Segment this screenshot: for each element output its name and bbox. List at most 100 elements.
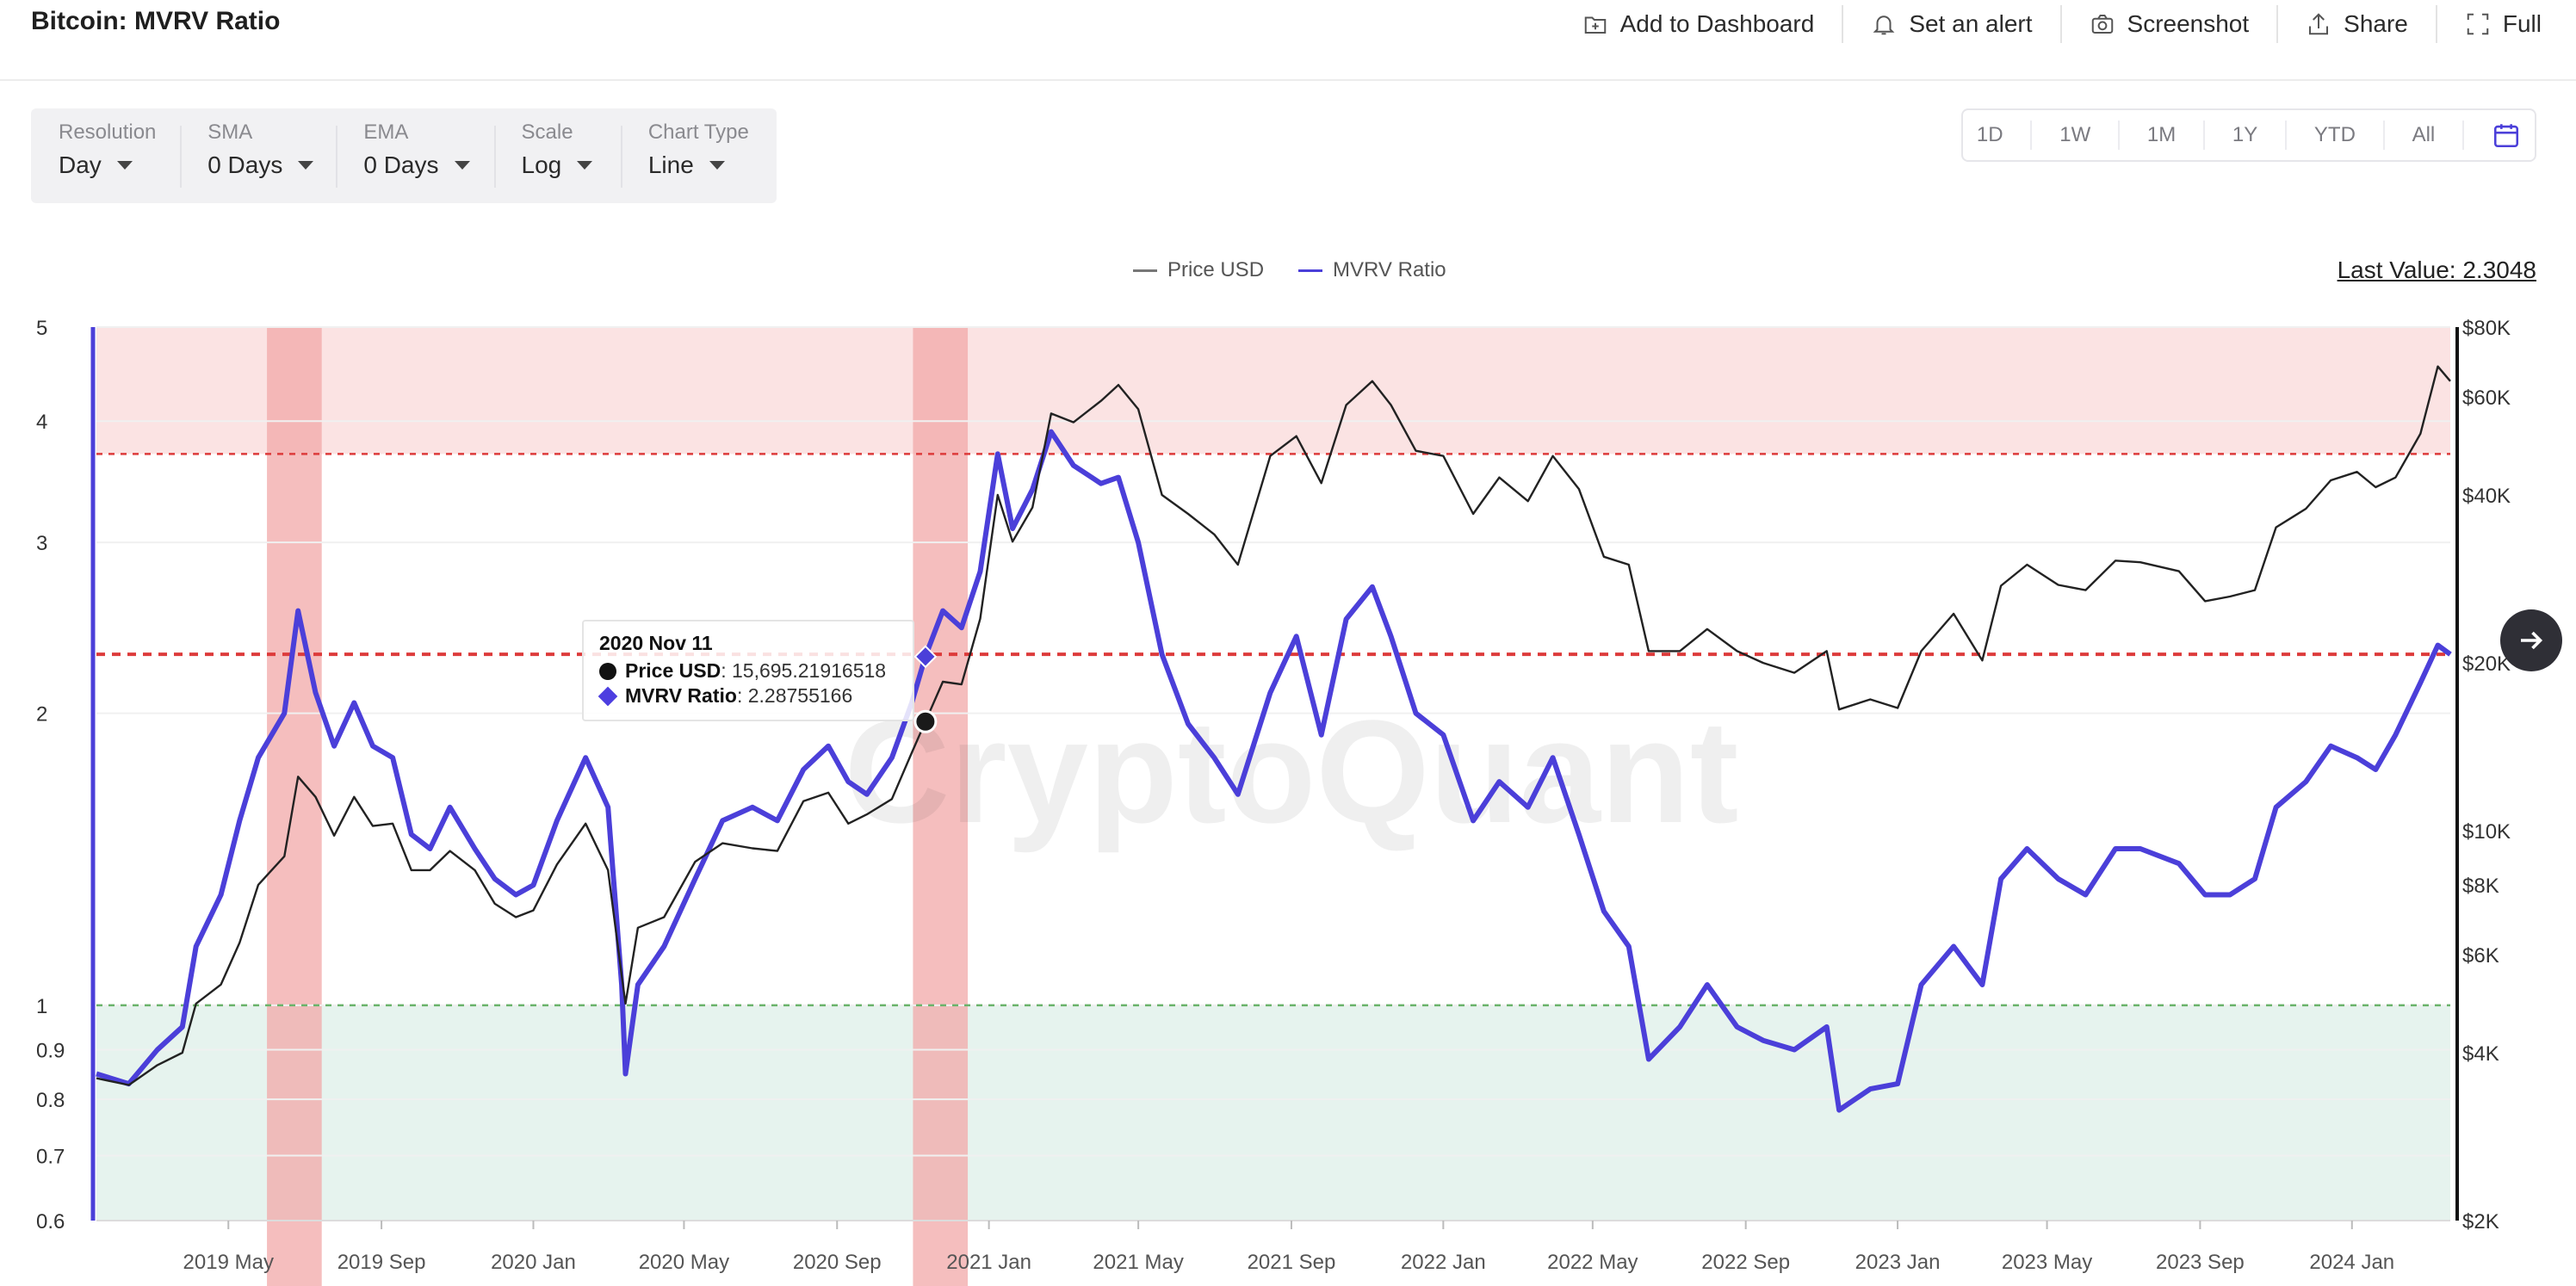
highlight-bands-layer bbox=[267, 327, 969, 1286]
next-arrow-button[interactable] bbox=[2500, 609, 2562, 671]
zone-overvalued bbox=[96, 327, 2450, 454]
calendar-icon[interactable] bbox=[2492, 121, 2521, 150]
set-alert-label: Set an alert bbox=[1909, 10, 2033, 37]
x-tick-label: 2021 Sep bbox=[1248, 1251, 1336, 1274]
legend-item-price[interactable]: Price USD bbox=[1133, 258, 1264, 282]
fullscreen-button[interactable]: Full bbox=[2437, 10, 2542, 38]
x-tick-label: 2020 May bbox=[639, 1251, 729, 1274]
divider bbox=[2276, 5, 2279, 43]
x-tick-label: 2023 Jan bbox=[1855, 1251, 1941, 1274]
watermark-layer: CryptoQuant bbox=[845, 690, 1739, 854]
right-tick-label: $6K bbox=[2462, 944, 2499, 968]
legend-swatch-price bbox=[1133, 269, 1157, 272]
marker-layer bbox=[913, 645, 938, 733]
tooltip-row-mvrv: MVRV Ratio: 2.28755166 bbox=[598, 683, 897, 708]
chart-legend: Price USD MVRV Ratio bbox=[1133, 258, 1446, 282]
caret-down-icon bbox=[116, 161, 133, 170]
tooltip-date: 2020 Nov 11 bbox=[599, 632, 713, 654]
screenshot-button[interactable]: Screenshot bbox=[2062, 10, 2277, 38]
ema-select[interactable]: EMA 0 Days bbox=[336, 108, 493, 203]
date-range-selector: 1D 1W 1M 1Y YTD All bbox=[1961, 108, 2536, 162]
left-tick-label: 4 bbox=[36, 411, 47, 434]
share-label: Share bbox=[2344, 10, 2408, 37]
left-tick-label: 0.9 bbox=[36, 1039, 65, 1062]
arrow-right-icon bbox=[2521, 631, 2543, 650]
divider bbox=[2382, 121, 2385, 150]
right-tick-label: $2K bbox=[2462, 1210, 2499, 1233]
left-tick-label: 1 bbox=[36, 995, 47, 1018]
page-title: Bitcoin: MVRV Ratio bbox=[31, 7, 281, 35]
legend-item-mvrv[interactable]: MVRV Ratio bbox=[1298, 258, 1446, 282]
x-tick-label: 2023 Sep bbox=[2156, 1251, 2245, 1274]
resolution-value: Day bbox=[59, 151, 102, 178]
camera-icon bbox=[2091, 15, 2113, 34]
highlight-band bbox=[267, 327, 322, 1286]
divider bbox=[2462, 121, 2465, 150]
price-marker-icon bbox=[599, 662, 616, 680]
left-tick-label: 0.8 bbox=[36, 1089, 65, 1112]
bell-icon bbox=[1873, 15, 1895, 35]
tooltip-row-price: Price USD: 15,695.21916518 bbox=[599, 658, 897, 683]
highlight-band bbox=[913, 327, 969, 1286]
dashboard-add-icon bbox=[1584, 16, 1606, 34]
divider bbox=[2203, 121, 2206, 150]
share-icon bbox=[2309, 13, 2329, 35]
x-tick-label: 2022 May bbox=[1547, 1251, 1638, 1274]
share-button[interactable]: Share bbox=[2278, 10, 2436, 38]
chart-type-value: Line bbox=[647, 151, 694, 178]
series-line-price bbox=[96, 365, 2451, 1086]
caret-down-icon bbox=[709, 161, 725, 170]
ema-value: 0 Days bbox=[363, 151, 439, 178]
x-tick-label: 2019 May bbox=[183, 1251, 274, 1274]
x-tick-label: 2022 Sep bbox=[1701, 1251, 1790, 1274]
range-1w-button[interactable]: 1W bbox=[2059, 123, 2091, 146]
thresholds-layer bbox=[96, 453, 2450, 1007]
range-1y-button[interactable]: 1Y bbox=[2232, 123, 2258, 146]
range-1m-button[interactable]: 1M bbox=[2146, 123, 2177, 146]
range-ytd-button[interactable]: YTD bbox=[2313, 123, 2356, 146]
range-1d-button[interactable]: 1D bbox=[1976, 123, 2003, 146]
chart-type-label: Chart Type bbox=[647, 121, 749, 144]
add-to-dashboard-button[interactable]: Add to Dashboard bbox=[1555, 10, 1842, 38]
left-tick-label: 2 bbox=[36, 703, 47, 726]
price-marker bbox=[913, 709, 938, 733]
scale-value: Log bbox=[521, 151, 562, 178]
series-layer bbox=[96, 365, 2452, 1113]
scale-select[interactable]: Scale Log bbox=[493, 108, 621, 203]
watermark: CryptoQuant bbox=[845, 690, 1739, 854]
right-tick-label: $8K bbox=[2462, 875, 2499, 898]
range-all-button[interactable]: All bbox=[2412, 123, 2436, 146]
chart-type-select[interactable]: Chart Type Line bbox=[620, 108, 777, 203]
left-tick-label: 0.6 bbox=[36, 1210, 65, 1233]
sma-value: 0 Days bbox=[207, 151, 283, 178]
zone-undervalued bbox=[96, 1005, 2450, 1221]
series-line-mvrv bbox=[96, 429, 2452, 1113]
gridlines-layer bbox=[96, 326, 2450, 1221]
resolution-label: Resolution bbox=[59, 121, 157, 144]
x-tick-label: 2019 Sep bbox=[337, 1251, 426, 1274]
right-tick-label: $20K bbox=[2462, 652, 2511, 676]
divider bbox=[1842, 5, 1844, 43]
last-value: Last Value: 2.3048 bbox=[2337, 257, 2536, 283]
fullscreen-icon bbox=[2467, 13, 2489, 35]
right-tick-label: $60K bbox=[2462, 386, 2511, 410]
right-tick-label: $4K bbox=[2462, 1042, 2499, 1066]
caret-down-icon bbox=[298, 161, 314, 170]
set-alert-button[interactable]: Set an alert bbox=[1843, 10, 2059, 38]
sma-select[interactable]: SMA 0 Days bbox=[180, 108, 336, 203]
divider bbox=[2285, 121, 2288, 150]
x-tick-label: 2022 Jan bbox=[1401, 1251, 1486, 1274]
tooltip-price-value: : 15,695.21916518 bbox=[721, 659, 887, 682]
zones-layer bbox=[96, 327, 2450, 1221]
ema-label: EMA bbox=[363, 121, 409, 144]
resolution-select[interactable]: Resolution Day bbox=[31, 108, 180, 203]
x-tick-label: 2021 Jan bbox=[946, 1251, 1031, 1274]
chart-controls: Resolution Day SMA 0 Days EMA 0 Days Sca… bbox=[31, 108, 777, 203]
x-tick-label: 2021 May bbox=[1093, 1251, 1183, 1274]
sma-label: SMA bbox=[207, 121, 253, 144]
header-actions: Add to Dashboard Set an alert Screenshot… bbox=[1555, 5, 2542, 43]
top-bar: Bitcoin: MVRV Ratio Add to Dashboard Set… bbox=[0, 0, 2576, 81]
divider bbox=[2118, 121, 2121, 150]
add-to-dashboard-label: Add to Dashboard bbox=[1619, 10, 1815, 37]
